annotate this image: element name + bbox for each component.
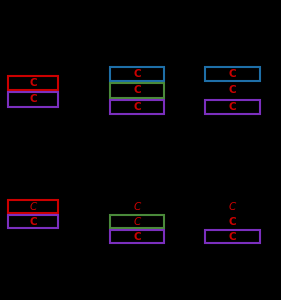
Bar xyxy=(110,83,164,98)
Text: C: C xyxy=(133,202,140,212)
Text: C: C xyxy=(29,94,37,104)
Text: C: C xyxy=(229,69,236,79)
Bar xyxy=(205,67,260,81)
Bar xyxy=(8,92,58,106)
Bar xyxy=(110,100,164,114)
Bar xyxy=(8,215,58,228)
Bar xyxy=(8,76,58,90)
Text: C: C xyxy=(30,202,37,212)
Bar xyxy=(205,100,260,114)
Text: C: C xyxy=(29,78,37,88)
Bar xyxy=(110,67,164,81)
Text: C: C xyxy=(133,217,140,227)
Text: C: C xyxy=(229,232,236,242)
Bar xyxy=(8,200,58,213)
Text: C: C xyxy=(133,85,141,95)
Text: C: C xyxy=(133,102,141,112)
Text: C: C xyxy=(229,202,236,212)
Text: C: C xyxy=(133,69,141,79)
Text: C: C xyxy=(29,217,37,227)
Text: C: C xyxy=(229,102,236,112)
Text: C: C xyxy=(229,85,236,95)
Text: C: C xyxy=(229,217,236,227)
Bar xyxy=(110,230,164,243)
Bar xyxy=(110,215,164,228)
Text: C: C xyxy=(133,232,141,242)
Bar xyxy=(205,230,260,243)
